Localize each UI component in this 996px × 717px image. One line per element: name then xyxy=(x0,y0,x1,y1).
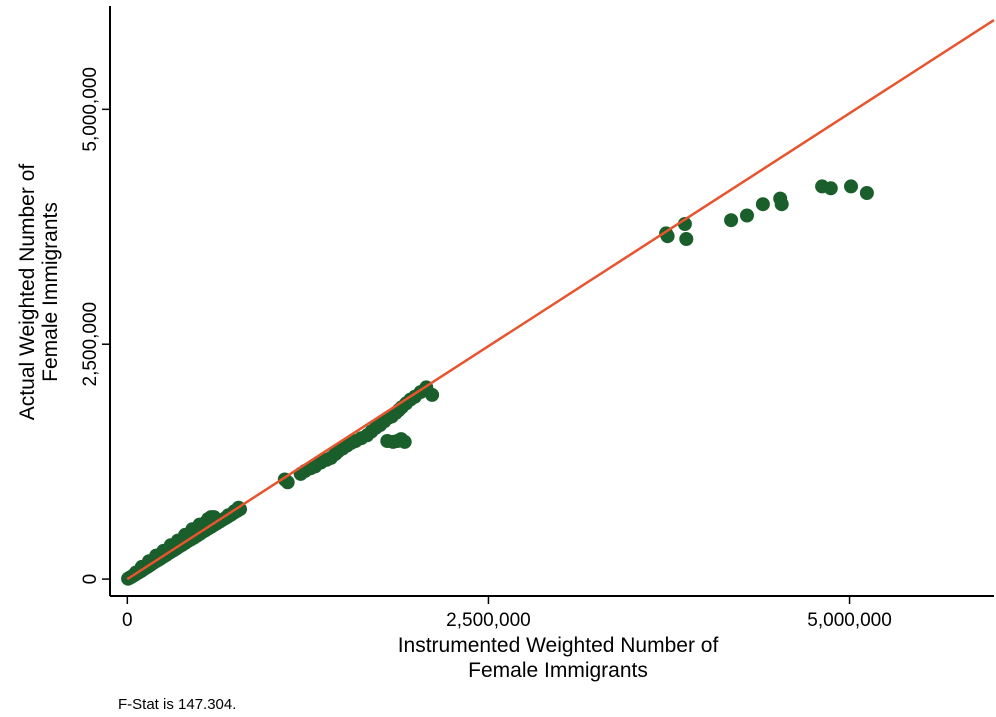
f-stat-note: F-Stat is 147.304. xyxy=(118,696,236,713)
data-point xyxy=(740,208,754,223)
data-point xyxy=(679,232,694,246)
data-point xyxy=(823,181,838,196)
fit-line-layer xyxy=(126,19,995,581)
x-tick-label: 2,500,000 xyxy=(446,610,531,631)
data-point xyxy=(774,197,789,212)
data-point xyxy=(397,434,412,449)
y-axis-title-line-2: Female Immigrants xyxy=(39,202,62,382)
x-tick-label: 5,000,000 xyxy=(807,610,892,631)
data-point xyxy=(755,197,770,212)
y-axis-title-line-1: Actual Weighted Number of xyxy=(16,164,39,421)
data-point xyxy=(844,179,858,194)
data-point xyxy=(859,186,874,200)
y-tick-label: 5,000,000 xyxy=(80,67,101,152)
data-point xyxy=(425,387,440,402)
data-point xyxy=(724,213,739,228)
y-axis-ticks: 0 2,500,000 5,000,000 xyxy=(80,67,110,584)
x-axis-title-line-2: Female Immigrants xyxy=(468,659,648,682)
x-axis-ticks: 0 2,500,000 5,000,000 xyxy=(122,596,892,631)
x-tick-label: 0 xyxy=(122,610,133,631)
x-axis-title-line-1: Instrumented Weighted Number of xyxy=(398,634,719,657)
data-point xyxy=(192,517,207,532)
fit-line xyxy=(126,19,995,581)
y-tick-label: 2,500,000 xyxy=(80,302,101,387)
y-tick-label: 0 xyxy=(80,574,101,585)
